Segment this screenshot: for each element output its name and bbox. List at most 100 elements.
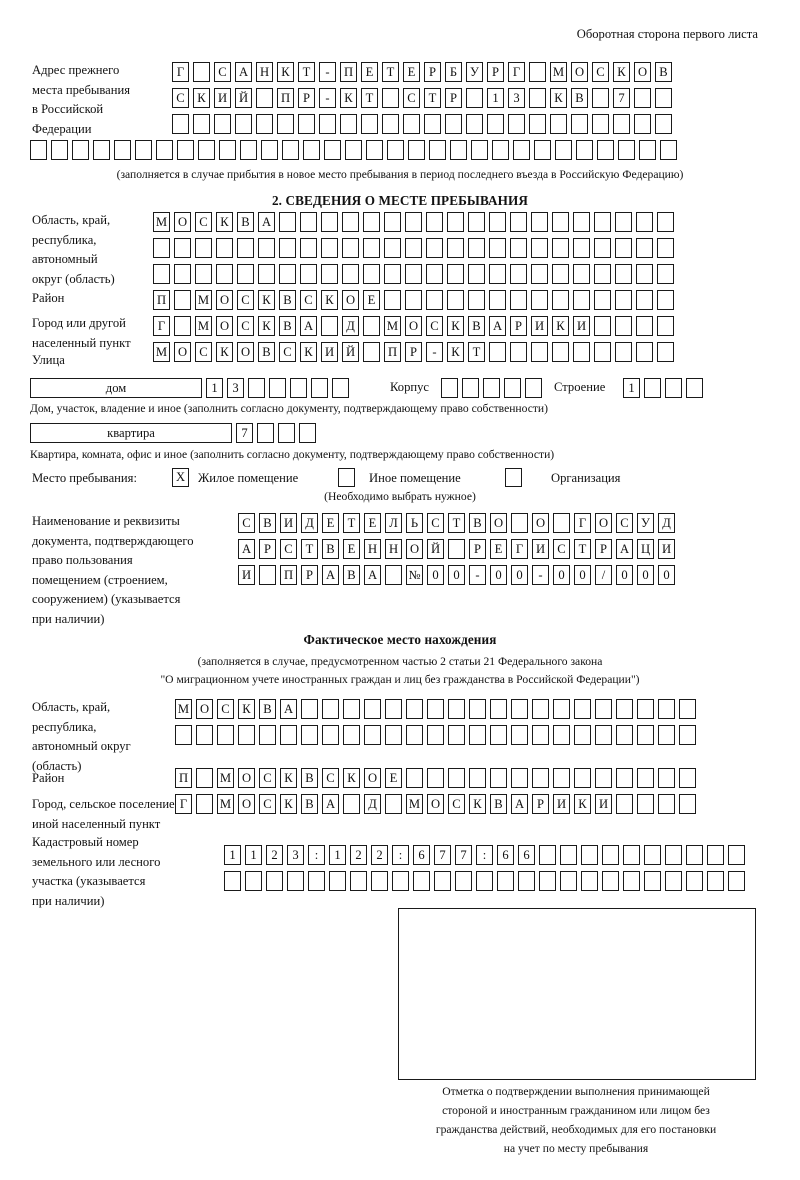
section2-city-cell-12[interactable]: О	[405, 316, 422, 336]
document-r1-cell-7[interactable]: Л	[385, 513, 402, 533]
prev-address-r1-cell-12[interactable]: Р	[424, 62, 441, 82]
section2-region-r1-cell-20[interactable]	[573, 212, 590, 232]
document-r2-cell-19[interactable]: Ц	[637, 539, 654, 559]
cadastral-r1-cell-23[interactable]	[707, 845, 724, 865]
prev-address-r4-cell-29[interactable]	[639, 140, 656, 160]
actual-region-r1-cell-9[interactable]	[364, 699, 381, 719]
prev-address-r2-cell-8[interactable]: К	[340, 88, 357, 108]
section2-region-r2-cell-4[interactable]	[237, 238, 254, 258]
section2-street-cell-6[interactable]: С	[279, 342, 296, 362]
section2-region-r2-cell-15[interactable]	[468, 238, 485, 258]
prev-address-r2-cell-3[interactable]: Й	[235, 88, 252, 108]
actual-region-r2-cell-23[interactable]	[658, 725, 675, 745]
prev-address-r1-cell-23[interactable]: В	[655, 62, 672, 82]
prev-address-r2-cell-20[interactable]	[592, 88, 609, 108]
section2-street-cell-16[interactable]	[489, 342, 506, 362]
actual-city-cell-22[interactable]	[637, 794, 654, 814]
section2-region-r1-cell-21[interactable]	[594, 212, 611, 232]
actual-city-cell-23[interactable]	[658, 794, 675, 814]
section2-region-r1-cell-9[interactable]	[342, 212, 359, 232]
section2-district-cell-5[interactable]: К	[258, 290, 275, 310]
document-r1-cell-3[interactable]: Д	[301, 513, 318, 533]
prev-address-r4-cell-28[interactable]	[618, 140, 635, 160]
section2-region-r3-cell-10[interactable]	[363, 264, 380, 284]
cadastral-r2-cell-14[interactable]	[518, 871, 535, 891]
actual-city-cell-24[interactable]	[679, 794, 696, 814]
cadastral-r2-cell-20[interactable]	[644, 871, 661, 891]
actual-district-cell-14[interactable]	[469, 768, 486, 788]
prev-address-r2-cell-10[interactable]	[382, 88, 399, 108]
prev-address-r3-cell-14[interactable]	[466, 114, 483, 134]
section2-city-cell-24[interactable]	[657, 316, 674, 336]
section2-region-r2-cell-13[interactable]	[426, 238, 443, 258]
document-r2-cell-4[interactable]: В	[322, 539, 339, 559]
actual-district-cell-21[interactable]	[616, 768, 633, 788]
stroenie-cell-1[interactable]	[644, 378, 661, 398]
section2-region-r3-cell-9[interactable]	[342, 264, 359, 284]
actual-district-cell-7[interactable]: С	[322, 768, 339, 788]
document-r3-cell-1[interactable]	[259, 565, 276, 585]
actual-region-r1-cell-20[interactable]	[595, 699, 612, 719]
actual-region-r2-cell-1[interactable]	[196, 725, 213, 745]
house-cell-1[interactable]: 3	[227, 378, 244, 398]
section2-district-cell-12[interactable]	[405, 290, 422, 310]
prev-address-r4-cell-0[interactable]	[30, 140, 47, 160]
document-r1-cell-19[interactable]: У	[637, 513, 654, 533]
cadastral-r1-cell-12[interactable]: :	[476, 845, 493, 865]
actual-region-r2-cell-6[interactable]	[301, 725, 318, 745]
document-r2-cell-16[interactable]: Т	[574, 539, 591, 559]
actual-region-row-2[interactable]	[175, 725, 696, 745]
prev-address-r4-cell-27[interactable]	[597, 140, 614, 160]
prev-address-r1-cell-13[interactable]: Б	[445, 62, 462, 82]
actual-city-cell-14[interactable]: К	[469, 794, 486, 814]
cadastral-r2-cell-13[interactable]	[497, 871, 514, 891]
cadastral-r1-cell-6[interactable]: 2	[350, 845, 367, 865]
section2-region-r3-cell-3[interactable]	[216, 264, 233, 284]
prev-address-r1-cell-11[interactable]: Е	[403, 62, 420, 82]
actual-region-r1-cell-11[interactable]	[406, 699, 423, 719]
document-r3-cell-7[interactable]	[385, 565, 402, 585]
actual-region-r2-cell-0[interactable]	[175, 725, 192, 745]
prev-address-r4-cell-4[interactable]	[114, 140, 131, 160]
section2-city-cell-8[interactable]	[321, 316, 338, 336]
section2-region-r2-cell-17[interactable]	[510, 238, 527, 258]
document-r2-cell-17[interactable]: Р	[595, 539, 612, 559]
cadastral-r1-cell-21[interactable]	[665, 845, 682, 865]
section2-region-r3-cell-14[interactable]	[447, 264, 464, 284]
stroenie-cell-0[interactable]: 1	[623, 378, 640, 398]
section2-region-r1-cell-6[interactable]	[279, 212, 296, 232]
actual-city-cell-18[interactable]: И	[553, 794, 570, 814]
actual-district-cell-1[interactable]	[196, 768, 213, 788]
section2-street-cell-23[interactable]	[636, 342, 653, 362]
section2-city-cell-3[interactable]: О	[216, 316, 233, 336]
cadastral-r1-cell-17[interactable]	[581, 845, 598, 865]
section2-region-r1-cell-3[interactable]: К	[216, 212, 233, 232]
actual-region-r2-cell-3[interactable]	[238, 725, 255, 745]
section2-region-r2-cell-22[interactable]	[615, 238, 632, 258]
prev-address-r4-cell-13[interactable]	[303, 140, 320, 160]
actual-region-r1-cell-19[interactable]	[574, 699, 591, 719]
prev-address-r2-cell-16[interactable]: 3	[508, 88, 525, 108]
prev-address-r1-cell-9[interactable]: Е	[361, 62, 378, 82]
actual-city-cell-12[interactable]: О	[427, 794, 444, 814]
prev-address-r4-cell-15[interactable]	[345, 140, 362, 160]
prev-address-r1-cell-21[interactable]: К	[613, 62, 630, 82]
prev-address-r2-cell-17[interactable]	[529, 88, 546, 108]
prev-address-r4-cell-23[interactable]	[513, 140, 530, 160]
document-r2-cell-3[interactable]: Т	[301, 539, 318, 559]
document-r1-cell-5[interactable]: Т	[343, 513, 360, 533]
flat-cell-2[interactable]	[278, 423, 295, 443]
actual-city-cell-8[interactable]	[343, 794, 360, 814]
section2-region-r3-cell-4[interactable]	[237, 264, 254, 284]
prev-address-r2-cell-11[interactable]: С	[403, 88, 420, 108]
actual-district-cell-3[interactable]: О	[238, 768, 255, 788]
actual-region-r2-cell-10[interactable]	[385, 725, 402, 745]
stroenie-cell-3[interactable]	[686, 378, 703, 398]
section2-city-cell-13[interactable]: С	[426, 316, 443, 336]
actual-region-r2-cell-20[interactable]	[595, 725, 612, 745]
cadastral-r2-cell-10[interactable]	[434, 871, 451, 891]
